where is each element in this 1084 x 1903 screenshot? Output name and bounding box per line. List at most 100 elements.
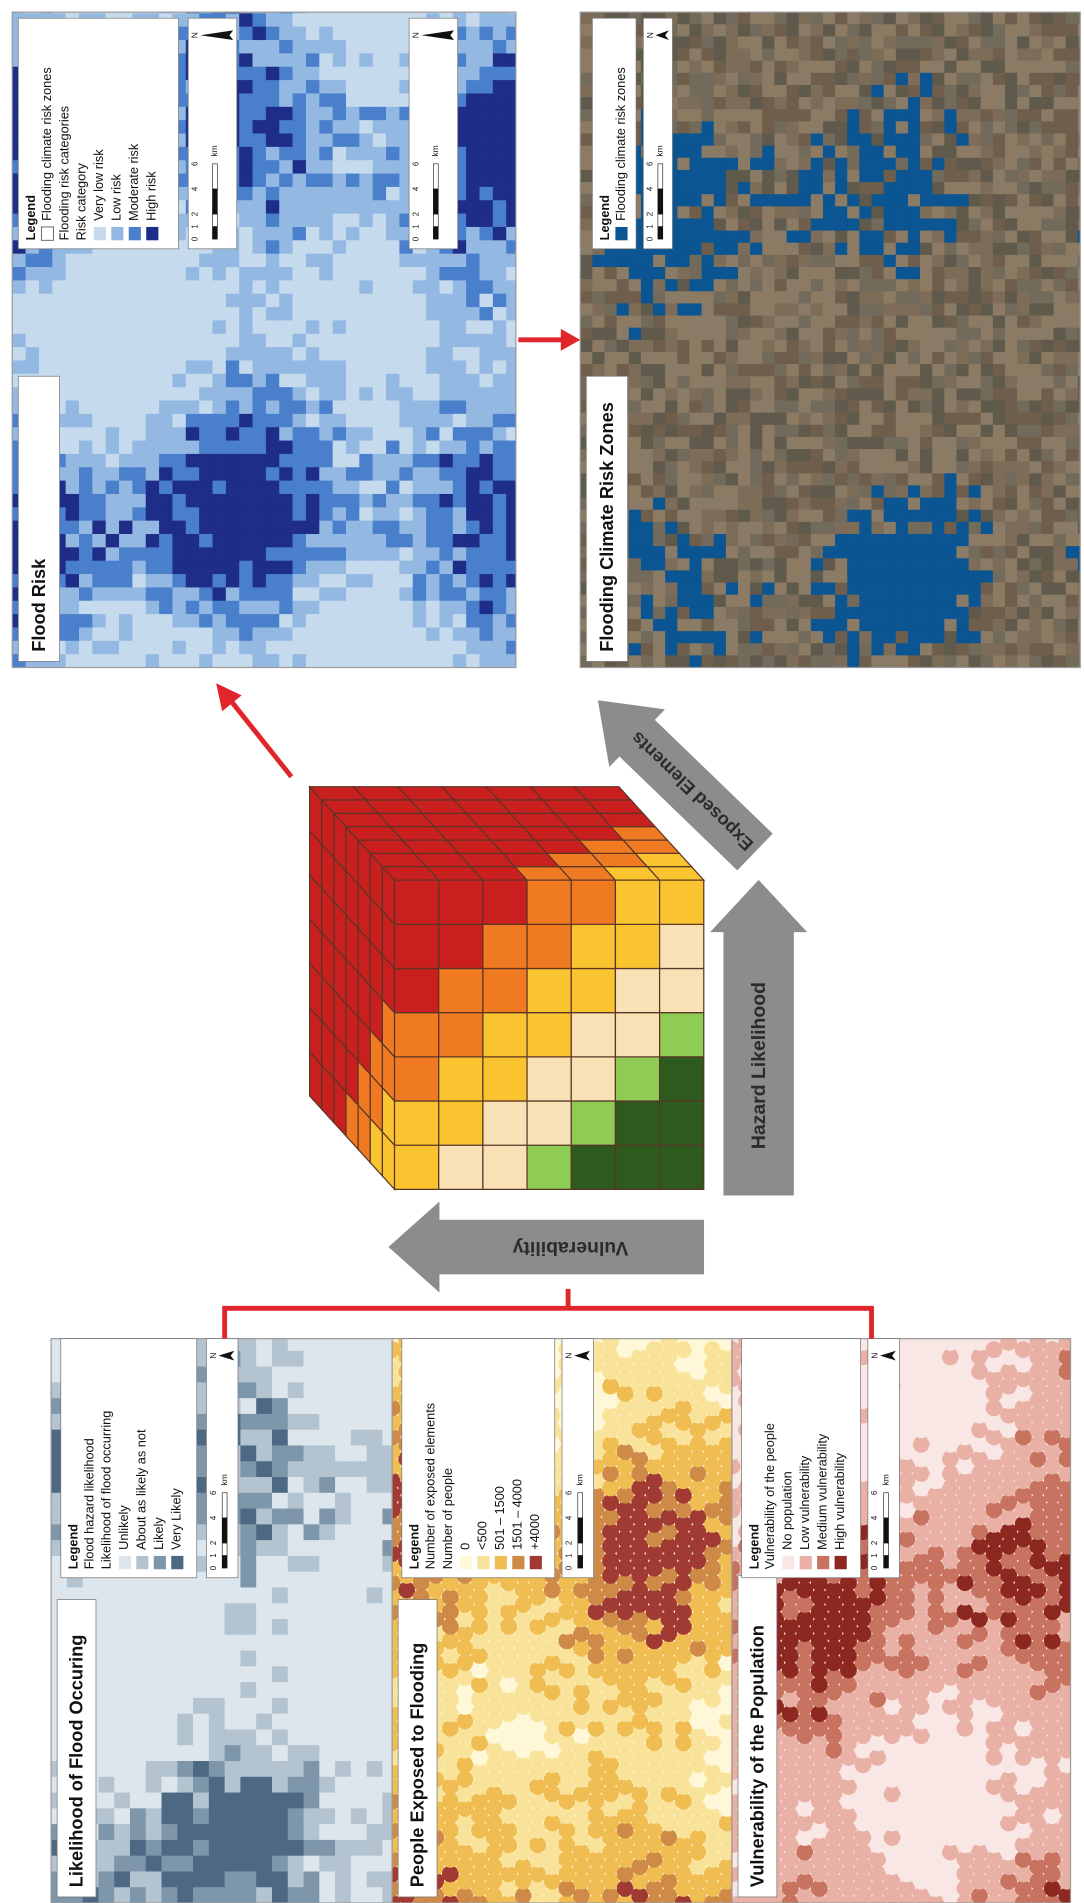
map-cell — [253, 654, 267, 668]
north-label: N — [869, 1353, 879, 1359]
legend-swatch — [171, 1556, 183, 1569]
map-cell — [106, 654, 120, 668]
map-cell — [1000, 1742, 1017, 1759]
map-cell — [506, 320, 520, 334]
map-cell — [506, 413, 520, 427]
map-cell — [811, 1749, 828, 1766]
map-cell — [529, 1647, 546, 1664]
map-cell — [225, 1634, 241, 1650]
map-cell — [602, 1756, 619, 1773]
map-cell — [226, 507, 240, 521]
map-cell — [558, 1632, 575, 1649]
map-cell — [869, 1618, 886, 1635]
scale-unit: km — [219, 1474, 229, 1485]
map-cell — [335, 1776, 351, 1792]
map-cell — [98, 1619, 114, 1635]
map-cell — [471, 1778, 488, 1795]
map-cell — [212, 574, 226, 588]
map-cell — [386, 614, 400, 628]
map-cell — [132, 0, 146, 13]
map-cell — [942, 1392, 959, 1409]
map-cell — [506, 400, 520, 414]
map-cell — [957, 1516, 974, 1533]
legend-label: No population — [780, 1471, 795, 1550]
map-cell — [159, 520, 173, 534]
map-cell — [306, 173, 320, 187]
map-cell — [373, 307, 387, 321]
map-cell — [426, 614, 440, 628]
map-cell — [927, 1603, 944, 1620]
map-cell — [253, 507, 267, 521]
map-cell — [631, 1654, 648, 1671]
map-cell — [346, 574, 360, 588]
map-cell — [293, 173, 307, 187]
map-cell — [1058, 1421, 1075, 1438]
map-cell — [439, 520, 453, 534]
map-cell — [646, 1778, 663, 1795]
map-cell — [1000, 1392, 1017, 1409]
map-cell — [386, 66, 400, 80]
scale-segment — [212, 227, 217, 240]
map-cell — [969, 631, 982, 644]
map-cell — [932, 594, 945, 607]
map-cell — [825, 1844, 842, 1861]
map-cell — [855, 1814, 872, 1831]
map-cell — [132, 574, 146, 588]
map-cell — [256, 1761, 272, 1777]
map-cell — [920, 643, 933, 656]
map-cell — [293, 200, 307, 214]
map-cell — [479, 187, 493, 201]
map-cell — [1058, 1814, 1075, 1831]
map-cell — [186, 347, 200, 361]
map-cell — [199, 467, 213, 481]
map-cell — [704, 1458, 721, 1475]
map-cell — [256, 1429, 272, 1445]
map-cell — [1044, 1356, 1061, 1373]
map-cell — [266, 333, 280, 347]
map-cell — [646, 1676, 663, 1693]
map-cell — [359, 173, 373, 187]
map-cell — [66, 480, 80, 494]
map-cell — [351, 1887, 367, 1903]
map-cell — [453, 480, 467, 494]
map-cell — [226, 600, 240, 614]
map-cell — [304, 1745, 320, 1761]
map-cell — [1029, 1363, 1046, 1380]
map-cell — [239, 227, 253, 241]
map-cell — [272, 1382, 288, 1398]
map-cell — [898, 1763, 915, 1780]
map-cell — [39, 333, 53, 347]
map-cell — [641, 631, 654, 644]
map-cell — [913, 1800, 930, 1817]
map-cell — [119, 627, 133, 641]
map-cell — [942, 1378, 959, 1395]
map-cell — [256, 1350, 272, 1366]
map-cell — [971, 1640, 988, 1657]
legend-swatch — [136, 1556, 148, 1569]
map-cell — [279, 413, 293, 427]
map-cell — [199, 253, 213, 267]
map-cell — [811, 619, 824, 632]
map-cell — [1029, 643, 1042, 656]
map-cell — [1058, 1858, 1075, 1875]
map-cell — [971, 1814, 988, 1831]
map-cell — [239, 347, 253, 361]
map-cell — [466, 400, 480, 414]
map-cell — [1015, 1399, 1032, 1416]
map-cell — [413, 507, 427, 521]
map-cell — [1029, 1713, 1046, 1730]
map-cell — [130, 1776, 146, 1792]
map-cell — [279, 520, 293, 534]
map-cell — [796, 1756, 813, 1773]
map-cell — [971, 1596, 988, 1613]
map-cell — [506, 267, 520, 281]
map-cell — [1029, 1538, 1046, 1555]
map-cell — [1015, 1589, 1032, 1606]
map-cell — [479, 360, 493, 374]
map-cell — [346, 387, 360, 401]
legend-swatch — [495, 1556, 507, 1569]
map-cell — [239, 360, 253, 374]
map-cell — [386, 427, 400, 441]
map-cell — [493, 106, 507, 120]
map-cell — [653, 631, 666, 644]
